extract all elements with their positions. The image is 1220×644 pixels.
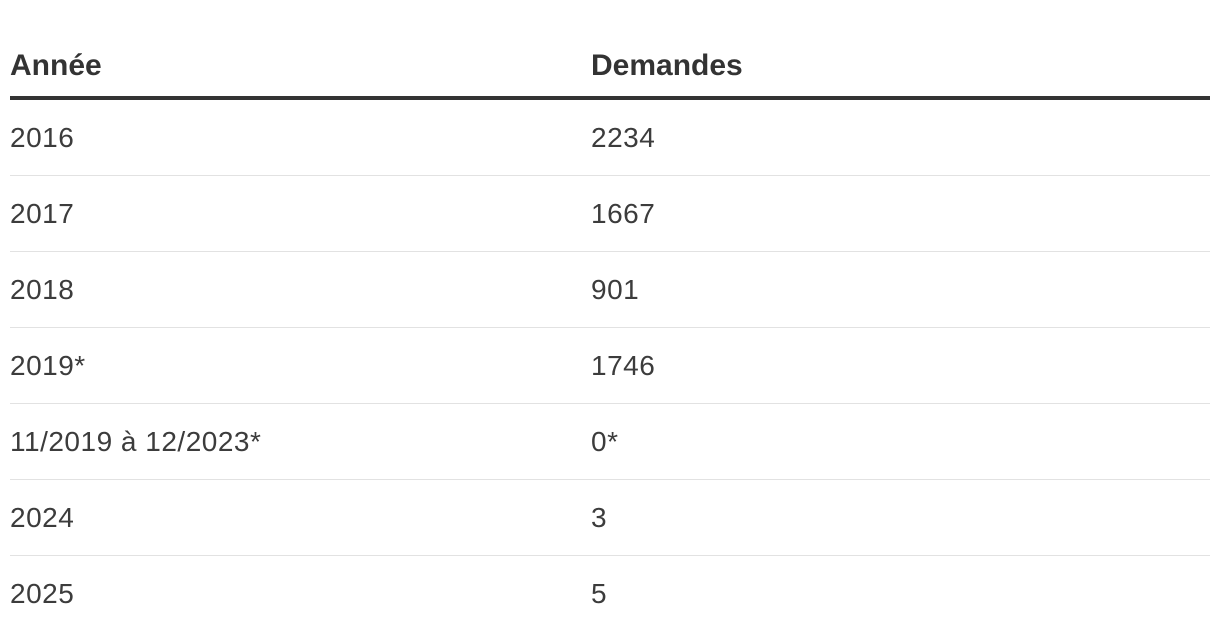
cell-year: 11/2019 à 12/2023* bbox=[10, 426, 262, 457]
table-row: 11/2019 à 12/2023* 0* bbox=[10, 404, 1210, 480]
cell-year: 2025 bbox=[10, 578, 75, 609]
cell-requests: 2234 bbox=[591, 122, 656, 153]
cell-requests: 3 bbox=[591, 502, 608, 533]
cell-year: 2024 bbox=[10, 502, 75, 533]
cell-year: 2017 bbox=[10, 198, 75, 229]
table-header-row: Année Demandes bbox=[10, 0, 1210, 100]
column-header-requests: Demandes bbox=[591, 49, 743, 82]
table-row: 2018 901 bbox=[10, 252, 1210, 328]
cell-requests: 5 bbox=[591, 578, 608, 609]
cell-requests: 1667 bbox=[591, 198, 656, 229]
table-row: 2019* 1746 bbox=[10, 328, 1210, 404]
cell-requests: 1746 bbox=[591, 350, 656, 381]
cell-year: 2019* bbox=[10, 350, 86, 381]
cell-requests: 901 bbox=[591, 274, 640, 305]
table-row: 2016 2234 bbox=[10, 100, 1210, 176]
table-row: 2024 3 bbox=[10, 480, 1210, 556]
column-header-year: Année bbox=[10, 49, 102, 82]
cell-year: 2018 bbox=[10, 274, 75, 305]
data-table: Année Demandes 2016 2234 2017 1667 2018 … bbox=[10, 0, 1210, 632]
cell-year: 2016 bbox=[10, 122, 75, 153]
cell-requests: 0* bbox=[591, 426, 619, 457]
table-row: 2017 1667 bbox=[10, 176, 1210, 252]
table-row: 2025 5 bbox=[10, 556, 1210, 632]
